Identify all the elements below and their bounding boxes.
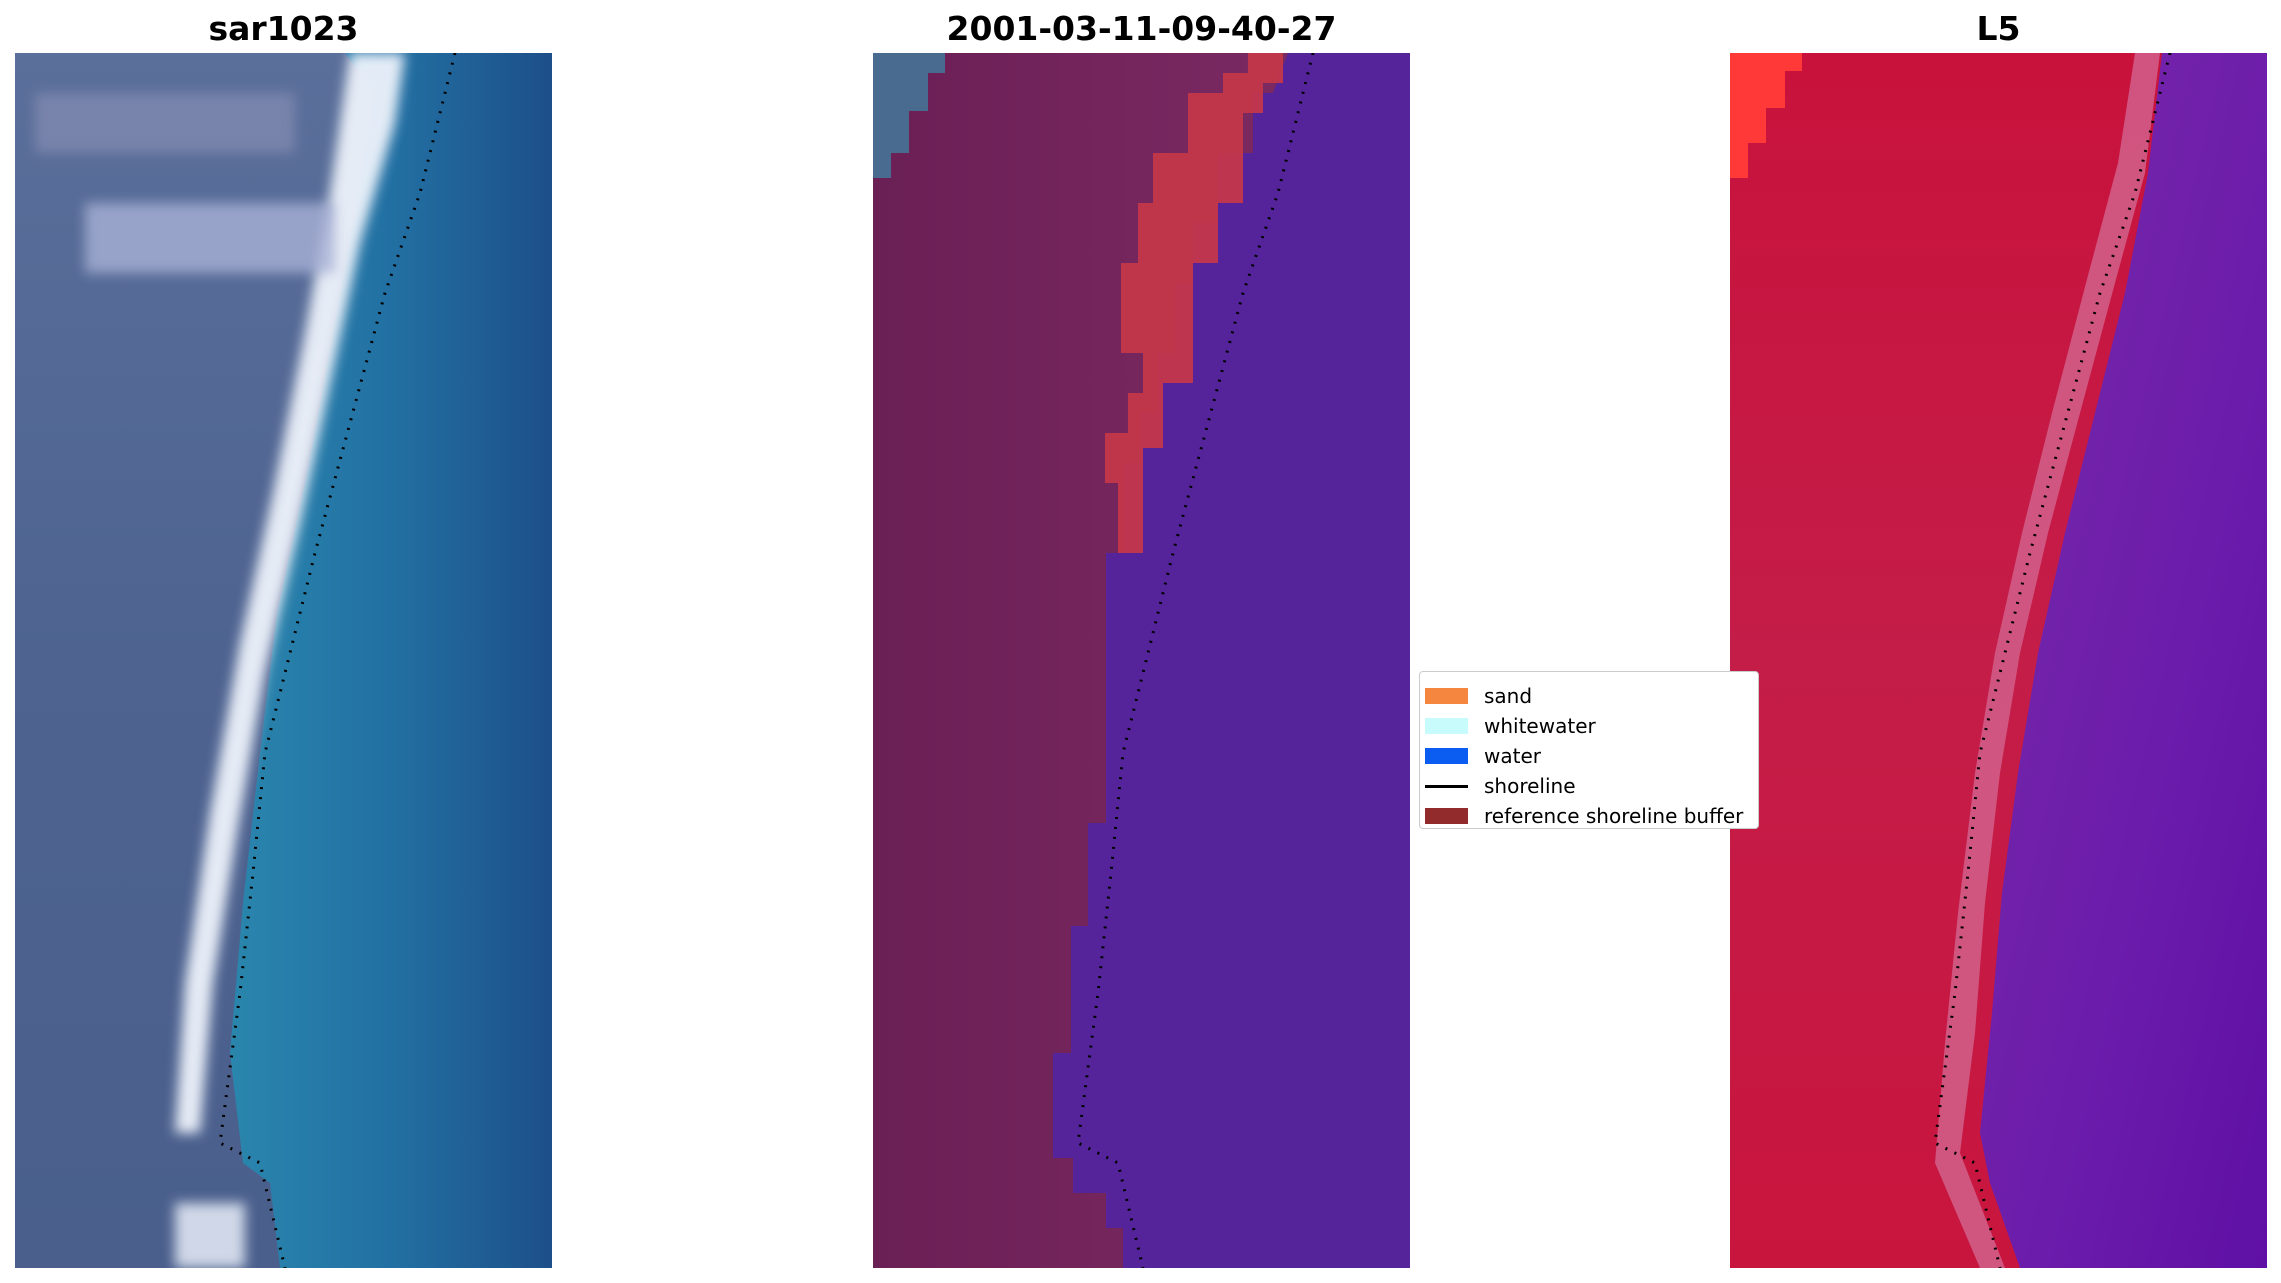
legend-swatch-sand — [1425, 688, 1468, 704]
class-sand-pixels — [1105, 53, 1283, 553]
panel-title-index: L5 — [1976, 9, 2021, 48]
legend-label-water: water — [1484, 744, 1541, 768]
legend-label-sand: sand — [1484, 684, 1533, 708]
legend-item-reference-buffer: reference shoreline buffer — [1425, 802, 1743, 830]
legend-swatch-reference-buffer — [1425, 808, 1468, 824]
index-corner-bright — [1730, 53, 1802, 178]
rgb-surf-zone — [175, 53, 405, 1133]
rgb-bottom-bright — [175, 1203, 245, 1268]
legend: sand whitewater water shoreline referenc… — [1419, 671, 1759, 829]
legend-label-whitewater: whitewater — [1484, 714, 1596, 738]
class-corner-rgb — [873, 53, 945, 178]
rgb-bright-patch — [85, 203, 335, 273]
legend-item-water: water — [1425, 742, 1541, 770]
legend-item-whitewater: whitewater — [1425, 712, 1596, 740]
legend-item-sand: sand — [1425, 682, 1532, 710]
class-water-area — [1053, 53, 1410, 1268]
legend-label-reference-buffer: reference shoreline buffer — [1484, 804, 1744, 828]
legend-label-shoreline: shoreline — [1484, 774, 1576, 798]
rgb-bright-patch-top — [35, 93, 295, 153]
legend-line-shoreline — [1425, 784, 1468, 788]
panel-title-classification: 2001-03-11-09-40-27 — [946, 9, 1337, 48]
legend-swatch-water — [1425, 748, 1468, 764]
rgb-water-area — [230, 53, 552, 1268]
classification-panel — [873, 53, 1410, 1268]
panel-title-rgb: sar1023 — [208, 9, 359, 48]
index-transition-band — [1935, 53, 2160, 1268]
index-panel — [1730, 53, 2267, 1268]
index-water-area — [1980, 53, 2267, 1268]
rgb-image-panel — [15, 53, 552, 1268]
legend-item-shoreline: shoreline — [1425, 772, 1576, 800]
legend-swatch-whitewater — [1425, 718, 1468, 734]
